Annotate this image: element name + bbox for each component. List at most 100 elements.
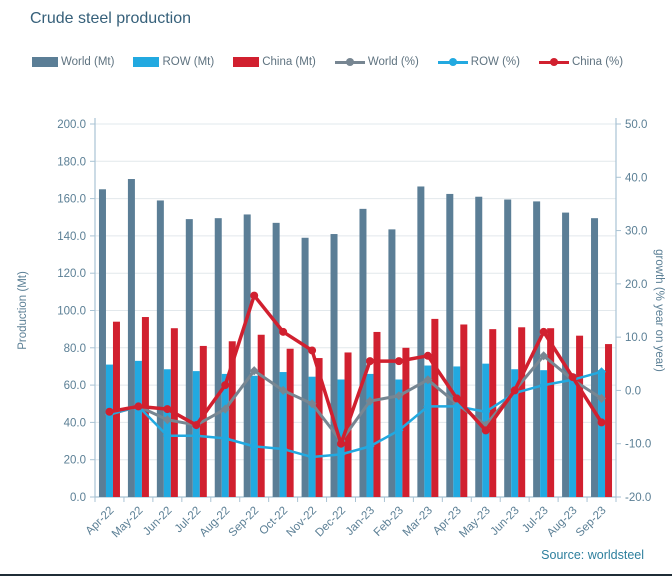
marker-china — [105, 407, 114, 416]
legend-line-swatch — [437, 57, 468, 67]
x-axis-category-label: Aug-22 — [198, 505, 233, 540]
left-axis-label: 180.0 — [57, 156, 86, 168]
right-axis-label: 30.0 — [625, 226, 647, 238]
marker-china — [221, 381, 230, 390]
bar-world-mt — [214, 218, 222, 497]
x-axis-category-label: Aug-23 — [545, 505, 580, 540]
marker-row — [249, 441, 259, 451]
bar-china-mt — [576, 335, 584, 497]
marker-world — [539, 351, 549, 361]
marker-china — [365, 357, 374, 366]
marker-row — [191, 431, 201, 441]
left-axis-label: 0.0 — [70, 492, 86, 504]
legend-bar-swatch — [233, 57, 260, 67]
x-axis-category-label: Feb-23 — [372, 505, 406, 539]
bar-world-mt — [272, 222, 280, 497]
bar-row-mt — [279, 372, 287, 497]
marker-china — [337, 439, 346, 448]
legend-line-swatch — [538, 57, 569, 67]
right-axis-label: 0.0 — [625, 385, 641, 397]
left-axis-label: 20.0 — [64, 455, 86, 467]
right-axis-label: -20.0 — [625, 492, 651, 504]
line-china — [109, 293, 604, 446]
bar-china-mt — [315, 358, 323, 497]
line-row — [109, 370, 602, 459]
marker-china — [597, 418, 606, 427]
left-axis-label: 120.0 — [57, 268, 86, 280]
x-axis-category-label: Sep-22 — [227, 505, 262, 540]
bar-world-mt — [475, 196, 483, 498]
x-axis-category-label: Dec-22 — [313, 505, 348, 540]
bar-world-mt — [417, 186, 425, 497]
bar-china-mt — [228, 341, 236, 497]
marker-world — [162, 415, 172, 425]
bar-world-mt — [330, 234, 338, 497]
marker-china — [481, 426, 490, 435]
bar-world-mt — [127, 179, 135, 497]
bar-row-mt — [569, 373, 577, 497]
left-axis-label: 80.0 — [64, 343, 86, 355]
legend-item-world[interactable]: World (%) — [334, 56, 419, 68]
x-axis-category-label: Mar-23 — [401, 505, 435, 539]
marker-china — [510, 386, 519, 395]
legend-bar-swatch — [32, 57, 58, 67]
marker-china — [539, 327, 548, 336]
x-axis-category-label: Sep-23 — [574, 505, 609, 540]
marker-china — [250, 291, 259, 300]
legend-item-row[interactable]: ROW (%) — [437, 56, 520, 68]
marker-row — [597, 367, 607, 377]
right-axis-label: 50.0 — [625, 119, 647, 131]
combo-chart: 0.0 20.0 40.0 60.0 80.0 100.0 120.0 140.0 160.0 1… — [17, 118, 665, 541]
bar-china-mt — [547, 328, 555, 497]
right-axis-label: 10.0 — [625, 332, 647, 344]
bar-china-mt — [286, 348, 294, 497]
bar-china-mt — [605, 344, 613, 497]
bar-china-mt — [518, 327, 526, 497]
bar-world-mt — [98, 189, 106, 497]
x-axis-category-label: Jan-23 — [344, 505, 377, 538]
bar-row-mt — [424, 365, 432, 497]
bar-world-mt — [446, 193, 454, 497]
x-axis-category-label: May-22 — [110, 505, 146, 541]
legend-item-world-mt[interactable]: World (Mt) — [32, 56, 114, 68]
x-axis-category-label: Jun-22 — [141, 505, 174, 538]
legend-item-row-mt[interactable]: ROW (Mt) — [133, 56, 214, 68]
chart-legend: World (Mt) ROW (Mt) China (Mt) World (%) ROW… — [32, 56, 662, 68]
right-axis-label: 20.0 — [625, 279, 647, 291]
bar-row-mt — [453, 366, 461, 497]
legend-label: World (%) — [367, 56, 419, 68]
legend-item-china-mt[interactable]: China (Mt) — [233, 56, 316, 68]
bar-world-mt — [359, 208, 367, 498]
marker-china — [452, 394, 461, 403]
legend-label: China (%) — [571, 56, 624, 68]
right-axis-title: growth (% year on year) — [653, 249, 665, 372]
bar-china-mt — [431, 318, 439, 497]
x-axis-category-label: Jun-23 — [488, 505, 521, 538]
bar-world-mt — [591, 218, 599, 497]
left-axis-label: 100.0 — [57, 306, 86, 318]
marker-world — [597, 393, 607, 403]
bar-china-mt — [373, 331, 381, 497]
marker-china — [423, 351, 432, 360]
source-note: Source: worldsteel — [541, 548, 644, 562]
legend-line-swatch — [334, 57, 365, 67]
bar-row-mt — [250, 375, 258, 497]
left-axis-label: 160.0 — [57, 194, 86, 206]
bar-china-mt — [489, 329, 497, 497]
right-axis-label: -10.0 — [625, 439, 651, 451]
bar-row-mt — [366, 373, 374, 497]
legend-label: China (Mt) — [262, 56, 316, 68]
marker-world — [220, 404, 230, 414]
marker-china — [308, 346, 317, 355]
marker-china — [394, 357, 403, 366]
legend-label: ROW (%) — [470, 56, 520, 68]
left-axis-label: 140.0 — [57, 231, 86, 243]
legend-label: ROW (Mt) — [162, 56, 215, 68]
bar-world-mt — [504, 199, 512, 497]
bar-world-mt — [243, 214, 251, 497]
x-axis-category-label: May-23 — [457, 505, 493, 541]
legend-item-china[interactable]: China (%) — [538, 56, 624, 68]
bar-row-mt — [105, 364, 113, 497]
marker-china — [279, 327, 288, 336]
bar-world-mt — [388, 229, 396, 497]
